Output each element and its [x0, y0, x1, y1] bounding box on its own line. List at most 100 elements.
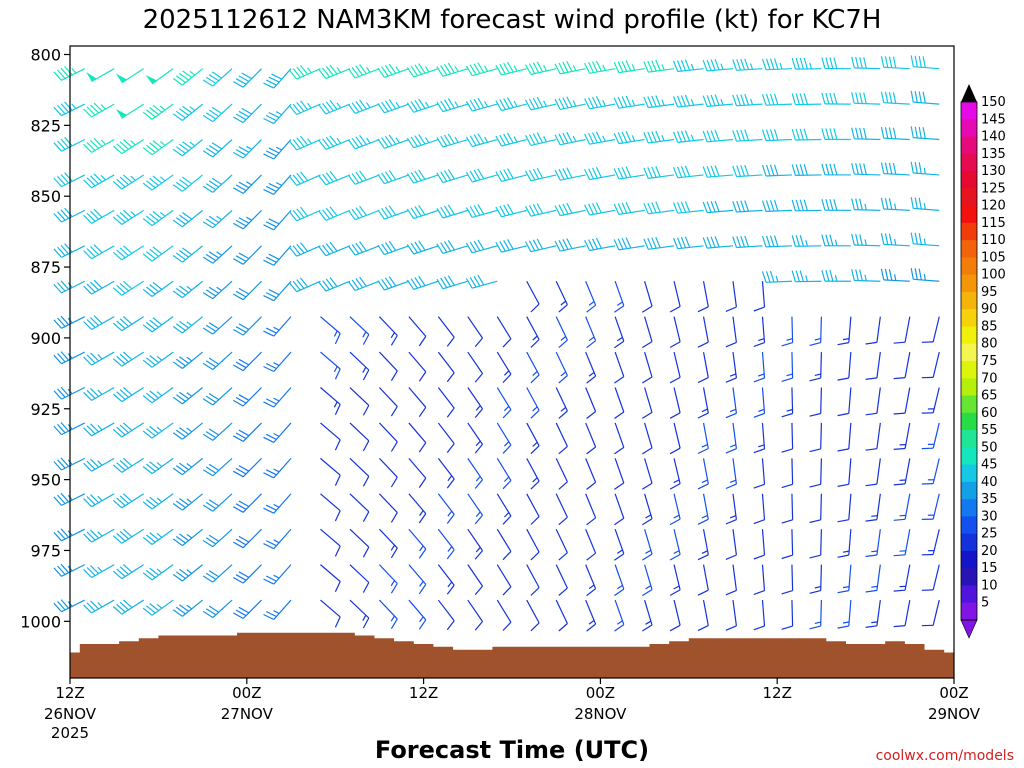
plot-frame	[69, 45, 955, 679]
wind-barb	[202, 139, 233, 158]
y-tick-label: 1000	[20, 612, 61, 631]
wind-barb	[761, 164, 792, 177]
wind-barb	[496, 493, 512, 525]
colorbar-swatch	[961, 395, 977, 414]
wind-barb	[318, 241, 351, 257]
wind-barb	[921, 599, 940, 627]
wind-barb	[791, 235, 822, 247]
wind-barb	[791, 93, 822, 106]
wind-barb	[725, 493, 737, 525]
wind-barb	[349, 457, 370, 487]
wind-barb	[349, 422, 370, 452]
x-tick-date: 29NOV	[928, 705, 981, 723]
wind-barb	[436, 204, 468, 219]
wind-barb	[702, 236, 734, 249]
colorbar-swatch	[961, 464, 977, 483]
colorbar-label: 125	[981, 181, 1006, 196]
wind-barb	[172, 422, 203, 440]
wind-barb	[496, 599, 512, 631]
wind-barb	[408, 422, 427, 453]
wind-barb	[289, 65, 321, 80]
wind-barb	[172, 68, 203, 86]
wind-barb	[725, 387, 737, 419]
wind-barb	[53, 457, 86, 471]
wind-barb	[697, 599, 709, 632]
wind-barb	[172, 245, 203, 263]
colorbar-swatch	[961, 326, 977, 345]
terrain-surface	[70, 632, 954, 678]
colorbar-label: 80	[981, 337, 998, 352]
wind-barb	[202, 351, 233, 371]
wind-barb	[781, 600, 794, 630]
wind-barb	[761, 270, 792, 283]
wind-barb	[172, 209, 203, 228]
wind-barb	[672, 236, 704, 250]
wind-barb	[921, 351, 940, 379]
terrain-fill	[70, 632, 954, 678]
wind-barb	[614, 351, 625, 384]
wind-barb	[821, 57, 851, 70]
wind-barb	[467, 564, 483, 596]
wind-barb	[115, 103, 144, 119]
wind-barb	[263, 174, 292, 195]
wind-barb	[614, 564, 625, 597]
wind-barb	[347, 241, 380, 256]
wind-barb	[702, 94, 734, 107]
wind-barb	[809, 387, 822, 417]
wind-barb	[672, 165, 704, 179]
wind-barb	[53, 207, 86, 223]
wind-barb	[377, 99, 410, 114]
colorbar-label: 135	[981, 147, 1006, 162]
wind-barb	[408, 351, 427, 382]
wind-barb	[865, 458, 881, 487]
wind-barb	[406, 63, 439, 78]
wind-barb	[526, 316, 540, 348]
colorbar-label: 20	[981, 544, 998, 559]
wind-barb	[921, 458, 940, 485]
wind-barb	[467, 387, 483, 418]
wind-barb	[526, 564, 540, 596]
wind-barb	[377, 134, 410, 149]
wind-barb	[465, 239, 498, 254]
wind-barb	[641, 529, 653, 561]
wind-barb	[495, 61, 527, 76]
wind-barb	[406, 169, 439, 184]
wind-barb	[524, 132, 557, 146]
wind-barb	[53, 492, 86, 506]
wind-barb	[669, 493, 681, 526]
wind-barb	[142, 316, 174, 333]
colorbar-label: 5	[981, 596, 989, 611]
wind-barb	[584, 60, 616, 74]
wind-barb	[865, 529, 881, 558]
wind-barb	[289, 100, 321, 116]
wind-barb	[349, 351, 370, 381]
colorbar-label: 110	[981, 233, 1006, 248]
wind-barb	[526, 351, 540, 384]
wind-barb	[495, 203, 527, 218]
wind-barb	[233, 387, 262, 407]
wind-barb	[555, 351, 568, 384]
wind-barb	[791, 128, 822, 141]
wind-barb	[112, 139, 144, 155]
wind-barb	[112, 599, 144, 615]
wind-barb	[83, 279, 115, 295]
wind-barb	[781, 387, 794, 418]
wind-barb	[753, 422, 766, 454]
wind-barb	[437, 493, 455, 524]
wind-barb	[263, 528, 292, 550]
wind-barb	[697, 387, 709, 419]
wind-barb	[585, 422, 597, 455]
colorbar-label: 55	[981, 423, 998, 438]
wind-barb	[263, 387, 292, 408]
wind-barb	[347, 134, 380, 150]
wind-barb	[613, 60, 645, 74]
colorbar-swatch	[961, 240, 977, 258]
wind-barb	[761, 199, 792, 212]
wind-barb	[526, 493, 540, 525]
wind-barb	[53, 101, 86, 117]
wind-barb	[669, 564, 681, 596]
wind-barb	[83, 422, 115, 437]
wind-barb	[172, 139, 203, 157]
colorbar-label: 115	[981, 216, 1006, 231]
wind-barb	[641, 387, 653, 419]
